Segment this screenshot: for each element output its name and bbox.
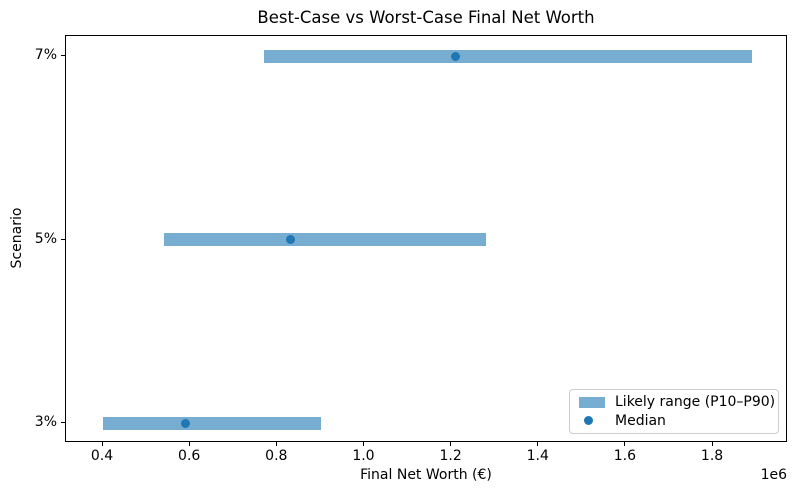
- x-tick-label-1-8: 1.8: [700, 448, 724, 464]
- legend-swatch-column: [579, 416, 605, 426]
- median-dot-3pct: [181, 418, 191, 428]
- y-tick-label-3pct: 3%: [34, 414, 57, 430]
- x-axis-offset-label: 1e6: [760, 467, 787, 483]
- x-tick-label-1-2: 1.2: [439, 448, 462, 464]
- legend-entry-median: Median: [579, 413, 769, 429]
- x-tick-mark-1-4: [537, 442, 539, 446]
- x-tick-label-0-6: 0.6: [178, 448, 201, 464]
- x-tick-label-1-4: 1.4: [526, 448, 549, 464]
- y-tick-label-7pct: 7%: [34, 47, 57, 63]
- y-tick-mark-3pct: [61, 422, 65, 423]
- x-tick-mark-1-8: [711, 442, 713, 446]
- range-bar-7pct: [264, 49, 753, 63]
- x-axis-label: Final Net Worth (€): [360, 467, 492, 483]
- x-tick-mark-0-8: [275, 442, 277, 446]
- range-bar-5pct: [164, 233, 487, 246]
- x-tick-label-0-4: 0.4: [90, 448, 114, 464]
- x-tick-label-0-8: 0.8: [265, 448, 288, 464]
- y-tick-label-5pct: 5%: [34, 230, 57, 247]
- legend: Likely range (P10–P90) Median: [569, 389, 779, 434]
- legend-median-dot-icon: [584, 416, 593, 426]
- x-tick-mark-1-2: [450, 442, 452, 446]
- x-tick-mark-1-6: [624, 442, 626, 446]
- y-tick-mark-5pct: [61, 238, 65, 240]
- range-bar-3pct: [103, 416, 321, 430]
- x-tick-label-1-0: 1.0: [352, 448, 375, 464]
- legend-label-likely-range-p10-p90: Likely range (P10–P90): [615, 394, 776, 411]
- chart-title: Best-Case vs Worst-Case Final Net Worth: [257, 8, 595, 27]
- median-dot-7pct: [451, 51, 461, 61]
- y-tick-mark-7pct: [61, 55, 65, 56]
- x-tick-mark-0-4: [101, 442, 103, 446]
- x-tick-mark-0-6: [188, 442, 190, 446]
- median-dot-5pct: [285, 235, 295, 244]
- legend-range-swatch-icon: [579, 396, 605, 408]
- x-tick-mark-1-0: [362, 442, 364, 446]
- plot-area: [65, 35, 787, 442]
- x-tick-label-1-6: 1.6: [613, 448, 637, 464]
- legend-swatch-column: [579, 396, 605, 408]
- legend-label-median: Median: [615, 412, 666, 429]
- legend-entry-likely-range-p10-p90: Likely range (P10–P90): [579, 394, 775, 410]
